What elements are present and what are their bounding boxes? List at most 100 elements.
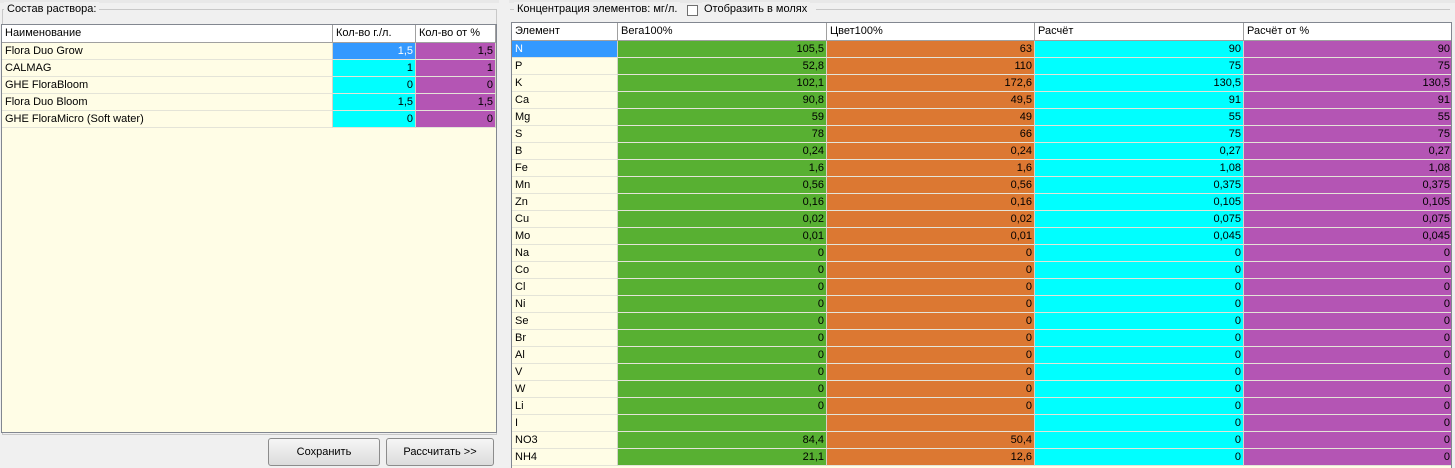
vega-value-cell[interactable]: 59 [618,109,827,126]
element-name-cell[interactable]: N [512,41,618,58]
element-row[interactable]: NO3 84,4 50,4 0 0 [512,432,1451,449]
calc-percent-value-cell[interactable]: 0,375 [1244,177,1451,194]
panel-splitter[interactable] [499,0,509,468]
cvet-value-cell[interactable]: 66 [827,126,1035,143]
cvet-value-cell[interactable]: 0 [827,364,1035,381]
cvet-value-cell[interactable] [827,415,1035,432]
cvet-value-cell[interactable]: 172,6 [827,75,1035,92]
solution-percent-cell[interactable]: 1 [416,60,496,77]
calc-percent-value-cell[interactable]: 0,075 [1244,211,1451,228]
calc-value-cell[interactable]: 130,5 [1035,75,1244,92]
calc-value-cell[interactable]: 75 [1035,126,1244,143]
calc-percent-value-cell[interactable]: 0,105 [1244,194,1451,211]
element-row[interactable]: Li 0 0 0 0 [512,398,1451,415]
calc-value-cell[interactable]: 0 [1035,330,1244,347]
cvet-value-cell[interactable]: 49 [827,109,1035,126]
calc-percent-value-cell[interactable]: 75 [1244,58,1451,75]
calc-value-cell[interactable]: 0,045 [1035,228,1244,245]
vega-value-cell[interactable]: 84,4 [618,432,827,449]
element-name-cell[interactable]: Ca [512,92,618,109]
cvet-value-cell[interactable]: 12,6 [827,449,1035,466]
calc-value-cell[interactable]: 0 [1035,262,1244,279]
element-row[interactable]: P 52,8 110 75 75 [512,58,1451,75]
element-name-cell[interactable]: NH4 [512,449,618,466]
calc-percent-value-cell[interactable]: 0 [1244,364,1451,381]
cvet-value-cell[interactable]: 1,6 [827,160,1035,177]
calc-value-cell[interactable]: 0,375 [1035,177,1244,194]
solution-name-cell[interactable]: Flora Duo Bloom [2,94,333,111]
solution-grams-cell[interactable]: 1,5 [333,43,416,60]
calc-percent-value-cell[interactable]: 0 [1244,245,1451,262]
element-row[interactable]: Cu 0,02 0,02 0,075 0,075 [512,211,1451,228]
solution-percent-cell[interactable]: 1,5 [416,43,496,60]
vega-value-cell[interactable]: 102,1 [618,75,827,92]
element-row[interactable]: NH4 21,1 12,6 0 0 [512,449,1451,466]
vega-value-cell[interactable]: 52,8 [618,58,827,75]
element-row[interactable]: Co 0 0 0 0 [512,262,1451,279]
vega-value-cell[interactable]: 0,02 [618,211,827,228]
calc-value-cell[interactable]: 0 [1035,347,1244,364]
vega-value-cell[interactable]: 0 [618,330,827,347]
solution-percent-cell[interactable]: 0 [416,77,496,94]
solution-percent-cell[interactable]: 1,5 [416,94,496,111]
calc-value-cell[interactable]: 0 [1035,296,1244,313]
element-name-cell[interactable]: NO3 [512,432,618,449]
solution-row[interactable]: GHE FloraMicro (Soft water) 0 0 [2,111,496,128]
calc-value-cell[interactable]: 0,105 [1035,194,1244,211]
cvet-value-cell[interactable]: 0 [827,347,1035,364]
vega-value-cell[interactable]: 0 [618,347,827,364]
cvet-value-cell[interactable]: 0 [827,245,1035,262]
vega-value-cell[interactable]: 0 [618,262,827,279]
cvet-value-cell[interactable]: 0 [827,262,1035,279]
calc-value-cell[interactable]: 0 [1035,449,1244,466]
element-name-cell[interactable]: Co [512,262,618,279]
element-row[interactable]: Se 0 0 0 0 [512,313,1451,330]
calc-value-cell[interactable]: 0 [1035,381,1244,398]
cvet-value-cell[interactable]: 49,5 [827,92,1035,109]
element-name-cell[interactable]: Zn [512,194,618,211]
element-row[interactable]: Fe 1,6 1,6 1,08 1,08 [512,160,1451,177]
element-row[interactable]: Mo 0,01 0,01 0,045 0,045 [512,228,1451,245]
calc-value-cell[interactable]: 91 [1035,92,1244,109]
calc-percent-value-cell[interactable]: 130,5 [1244,75,1451,92]
calculate-button[interactable]: Рассчитать >> [386,438,494,466]
element-name-cell[interactable]: Al [512,347,618,364]
cvet-value-cell[interactable]: 0 [827,296,1035,313]
column-header-percent[interactable]: Кол-во от % [416,25,496,43]
element-row[interactable]: K 102,1 172,6 130,5 130,5 [512,75,1451,92]
calc-percent-value-cell[interactable]: 0 [1244,313,1451,330]
cvet-value-cell[interactable]: 0,16 [827,194,1035,211]
element-name-cell[interactable]: I [512,415,618,432]
calc-value-cell[interactable]: 0 [1035,415,1244,432]
element-name-cell[interactable]: Li [512,398,618,415]
element-name-cell[interactable]: Ni [512,296,618,313]
column-header-vega[interactable]: Вега100% [618,23,827,41]
element-row[interactable]: Zn 0,16 0,16 0,105 0,105 [512,194,1451,211]
solution-row[interactable]: Flora Duo Bloom 1,5 1,5 [2,94,496,111]
calc-value-cell[interactable]: 75 [1035,58,1244,75]
moles-checkbox-label[interactable]: Отобразить в молях [702,2,811,16]
calc-value-cell[interactable]: 0 [1035,398,1244,415]
cvet-value-cell[interactable]: 0,01 [827,228,1035,245]
element-name-cell[interactable]: Mg [512,109,618,126]
solution-row[interactable]: CALMAG 1 1 [2,60,496,77]
calc-percent-value-cell[interactable]: 0 [1244,279,1451,296]
vega-value-cell[interactable]: 0,56 [618,177,827,194]
vega-value-cell[interactable]: 1,6 [618,160,827,177]
cvet-value-cell[interactable]: 0 [827,279,1035,296]
element-name-cell[interactable]: Fe [512,160,618,177]
solution-name-cell[interactable]: CALMAG [2,60,333,77]
solution-row[interactable]: GHE FloraBloom 0 0 [2,77,496,94]
calc-percent-value-cell[interactable]: 90 [1244,41,1451,58]
cvet-value-cell[interactable]: 0,56 [827,177,1035,194]
element-row[interactable]: Ni 0 0 0 0 [512,296,1451,313]
vega-value-cell[interactable]: 0 [618,296,827,313]
calc-value-cell[interactable]: 55 [1035,109,1244,126]
column-header-calc-percent[interactable]: Расчёт от % [1244,23,1451,41]
element-row[interactable]: Cl 0 0 0 0 [512,279,1451,296]
element-row[interactable]: N 105,5 63 90 90 [512,41,1451,58]
solution-name-cell[interactable]: Flora Duo Grow [2,43,333,60]
calc-percent-value-cell[interactable]: 0,045 [1244,228,1451,245]
element-row[interactable]: Mg 59 49 55 55 [512,109,1451,126]
